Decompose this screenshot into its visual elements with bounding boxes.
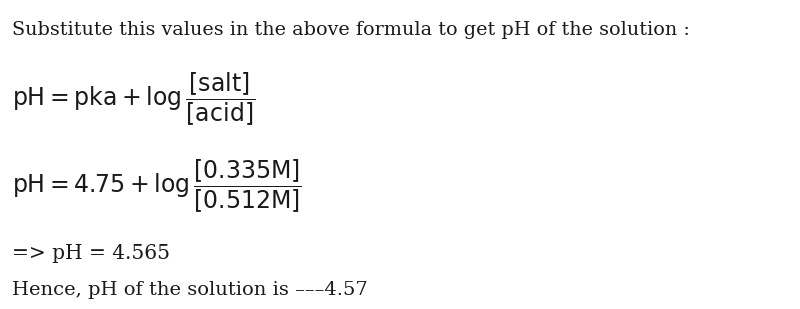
Text: Hence, pH of the solution is –––4.57: Hence, pH of the solution is –––4.57: [12, 281, 368, 298]
Text: => pH = 4.565: => pH = 4.565: [12, 243, 170, 263]
Text: $\mathrm{pH = pka + log}\,\dfrac{\mathrm{[salt]}}{\mathrm{[acid]}}$: $\mathrm{pH = pka + log}\,\dfrac{\mathrm…: [12, 71, 255, 129]
Text: $\mathrm{pH = 4.75 + log}\,\dfrac{\mathrm{[0.335M]}}{\mathrm{[0.512M]}}$: $\mathrm{pH = 4.75 + log}\,\dfrac{\mathr…: [12, 158, 302, 215]
Text: Substitute this values in the above formula to get pH of the solution :: Substitute this values in the above form…: [12, 21, 690, 39]
